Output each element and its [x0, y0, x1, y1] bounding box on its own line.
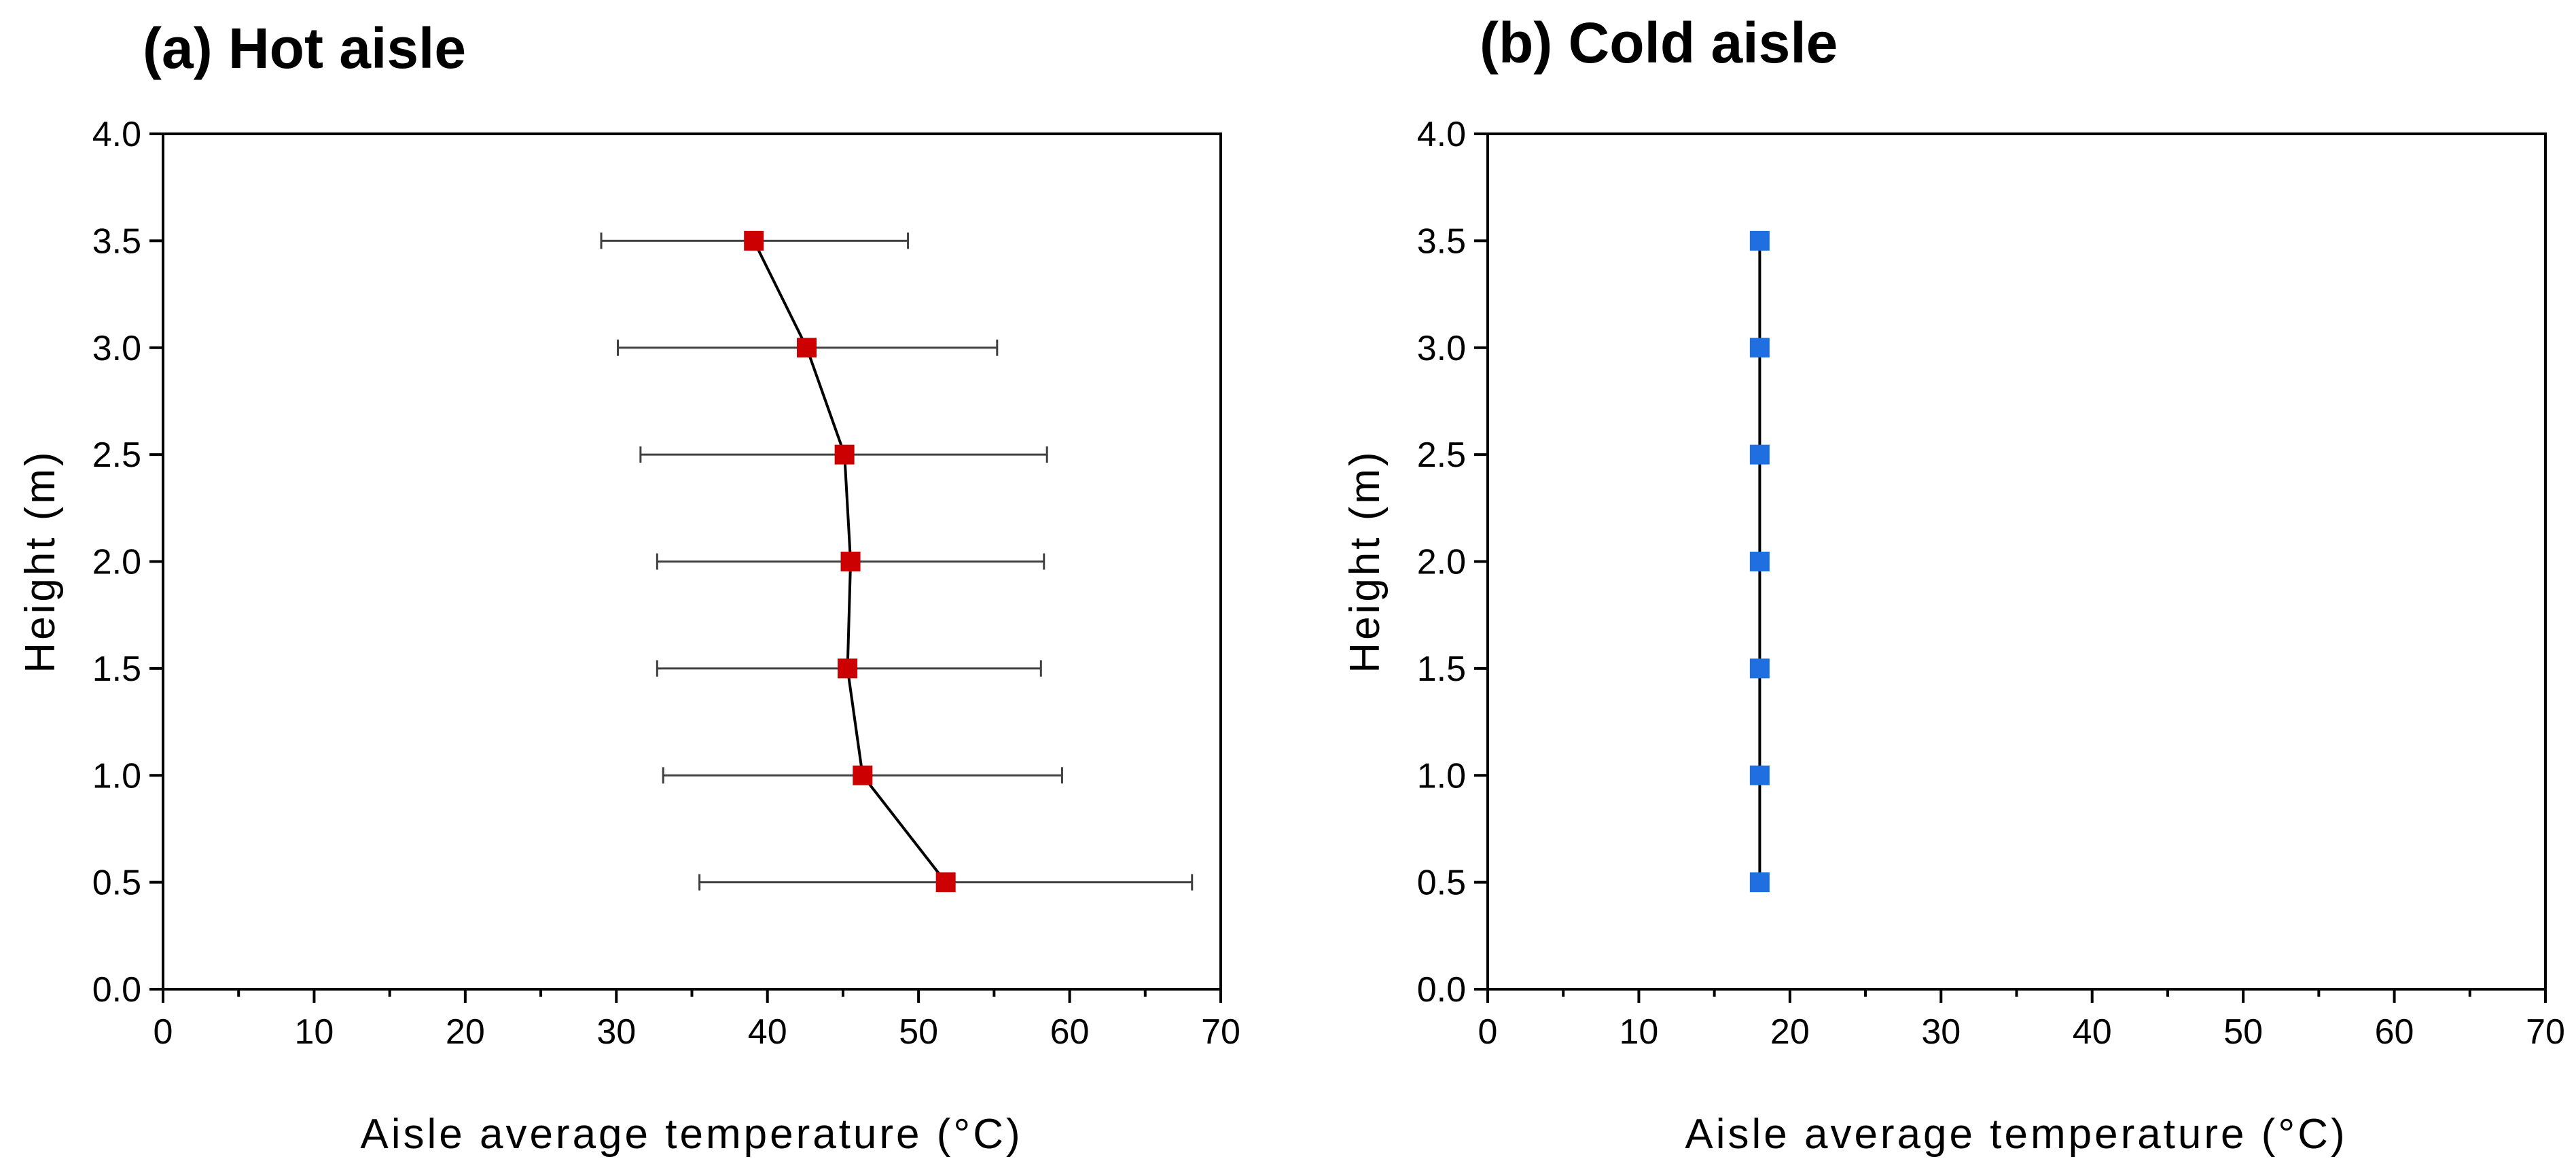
y-tick-label: 1.0	[92, 756, 141, 796]
data-point	[935, 872, 956, 893]
data-point	[744, 230, 764, 251]
x-tick-label: 0	[154, 1012, 173, 1052]
data-point	[853, 765, 873, 785]
y-tick-label: 0.5	[92, 864, 141, 903]
panel-title-cold-aisle: (b) Cold aisle	[1480, 11, 1838, 75]
series-cold-aisle	[1749, 230, 1770, 893]
y-tick-label: 3.0	[92, 329, 141, 368]
y-tick-label: 3.5	[92, 221, 141, 261]
x-tick-label: 20	[446, 1012, 485, 1052]
x-tick-label: 0	[1478, 1012, 1498, 1052]
x-tick-label: 20	[1770, 1012, 1810, 1052]
x-tick-label: 70	[2526, 1012, 2565, 1052]
panel-hot-aisle: (a) Hot aisle 0 10 20 30 40 50 60 70 0.0 0.5 1.0 1…	[17, 16, 1240, 1158]
x-tick-label: 30	[596, 1012, 636, 1052]
y-axis-hot-aisle: 0.0 0.5 1.0 1.5 2.0 2.5 3.0 3.5 4.0	[92, 115, 163, 1010]
y-tick-label: 2.5	[1417, 435, 1466, 475]
x-tick-label: 10	[1620, 1012, 1659, 1052]
x-tick-label: 50	[2223, 1012, 2263, 1052]
x-tick-label: 40	[748, 1012, 787, 1052]
x-axis-label-cold-aisle: Aisle average temperature (°C)	[1685, 1111, 2347, 1158]
x-tick-label: 70	[1201, 1012, 1240, 1052]
x-tick-label: 30	[1921, 1012, 1961, 1052]
data-point	[834, 444, 855, 465]
x-tick-label: 60	[1050, 1012, 1090, 1052]
y-tick-label: 0.0	[92, 970, 141, 1010]
series-hot-aisle	[600, 230, 1194, 893]
panel-title-hot-aisle: (a) Hot aisle	[143, 16, 466, 80]
data-point	[838, 658, 858, 679]
data-point	[1749, 765, 1770, 785]
y-axis-cold-aisle: 0.0 0.5 1.0 1.5 2.0 2.5 3.0 3.5 4.0	[1417, 115, 1488, 1010]
x-tick-label: 40	[2073, 1012, 2112, 1052]
y-tick-label: 0.5	[1417, 864, 1466, 903]
y-axis-label-cold-aisle: Height (m)	[1342, 449, 1389, 673]
x-tick-label: 50	[899, 1012, 938, 1052]
y-tick-label: 2.0	[1417, 543, 1466, 582]
y-tick-label: 3.0	[1417, 329, 1466, 368]
x-tick-label: 60	[2375, 1012, 2414, 1052]
data-point	[1749, 552, 1770, 571]
y-tick-label: 0.0	[1417, 970, 1466, 1010]
y-tick-label: 4.0	[1417, 115, 1466, 154]
y-tick-label: 1.0	[1417, 756, 1466, 796]
data-point	[840, 552, 861, 571]
data-point	[1749, 338, 1770, 358]
x-axis-hot-aisle: 0 10 20 30 40 50 60 70	[154, 989, 1240, 1052]
data-point	[1749, 444, 1770, 465]
data-point	[1749, 658, 1770, 679]
y-tick-label: 2.0	[92, 543, 141, 582]
data-point	[1749, 872, 1770, 893]
y-axis-label-hot-aisle: Height (m)	[17, 449, 64, 673]
x-axis-label-hot-aisle: Aisle average temperature (°C)	[360, 1111, 1022, 1158]
panel-cold-aisle: (b) Cold aisle 0 10 20 30 40 50 60 70 0.0 0.5 1.0…	[1342, 11, 2565, 1158]
y-tick-label: 4.0	[92, 115, 141, 154]
y-tick-label: 2.5	[92, 435, 141, 475]
y-tick-label: 1.5	[1417, 650, 1466, 689]
y-tick-label: 1.5	[92, 650, 141, 689]
x-tick-label: 10	[295, 1012, 334, 1052]
plot-frame-cold-aisle	[1486, 132, 2547, 991]
x-axis-cold-aisle: 0 10 20 30 40 50 60 70	[1478, 989, 2565, 1052]
data-point	[797, 338, 817, 358]
data-point	[1749, 230, 1770, 251]
y-tick-label: 3.5	[1417, 221, 1466, 261]
